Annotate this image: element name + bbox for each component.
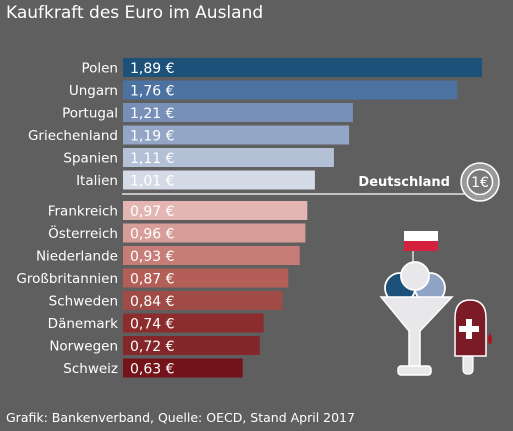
bar-norwegen — [123, 336, 260, 355]
value-label-ungarn: 1,76 € — [130, 84, 175, 100]
category-label-polen: Polen — [81, 61, 118, 77]
bar-schweden — [123, 291, 283, 310]
bar-ungarn — [123, 80, 458, 100]
category-label-ungarn: Ungarn — [69, 83, 118, 99]
category-label-griechenland: Griechenland — [28, 128, 118, 144]
bar-gro-britannien — [123, 268, 289, 288]
germany-reference-label: Deutschland — [358, 175, 450, 190]
value-label--sterreich: 0,96 € — [130, 227, 175, 243]
chart-title: Kaufkraft des Euro im Ausland — [6, 3, 264, 23]
category-label-norwegen: Norwegen — [49, 339, 118, 355]
popsicle-icon — [454, 299, 492, 375]
category-label-niederlande: Niederlande — [36, 249, 118, 265]
bar-niederlande — [123, 246, 300, 265]
value-label-niederlande: 0,93 € — [130, 249, 175, 265]
value-label-frankreich: 0,97 € — [130, 204, 175, 220]
bars-group: Polen 1,89 € Ungarn 1,76 € Portugal 1,21 € Gri… — [16, 58, 483, 378]
coin-label: 1€ — [471, 175, 489, 191]
category-label-frankreich: Frankreich — [48, 204, 118, 220]
value-label-d-nemark: 0,74 € — [130, 317, 175, 333]
bar-schweiz — [123, 358, 243, 378]
value-label-gro-britannien: 0,87 € — [130, 272, 175, 288]
value-label-schweden: 0,84 € — [130, 294, 175, 310]
value-label-norwegen: 0,72 € — [130, 339, 175, 355]
bar-portugal — [123, 103, 353, 122]
value-label-polen: 1,89 € — [130, 61, 175, 77]
value-label-griechenland: 1,19 € — [130, 129, 175, 145]
source-note: Grafik: Bankenverband, Quelle: OECD, Sta… — [6, 410, 355, 425]
bar-spanien — [123, 148, 334, 167]
category-label-schweden: Schweden — [49, 294, 118, 310]
category-label-italien: Italien — [76, 173, 118, 189]
bar-polen — [123, 58, 483, 77]
category-label-gro-britannien: Großbritannien — [16, 271, 118, 287]
value-label-schweiz: 0,63 € — [130, 362, 175, 378]
value-label-portugal: 1,21 € — [130, 106, 175, 122]
value-label-italien: 1,01 € — [130, 174, 175, 190]
category-label--sterreich: Österreich — [48, 224, 118, 242]
bar--sterreich — [123, 223, 306, 243]
category-label-portugal: Portugal — [62, 106, 118, 122]
category-label-d-nemark: Dänemark — [48, 316, 119, 332]
bar-d-nemark — [123, 313, 264, 333]
bar-griechenland — [123, 125, 350, 145]
category-label-spanien: Spanien — [63, 151, 118, 167]
value-label-spanien: 1,11 € — [130, 151, 175, 167]
ice-cream-cup-icon — [379, 261, 454, 376]
euro-coin-icon: 1€ — [460, 162, 500, 202]
bar-italien — [123, 170, 315, 190]
bar-frankreich — [123, 201, 308, 220]
category-label-schweiz: Schweiz — [63, 361, 118, 377]
